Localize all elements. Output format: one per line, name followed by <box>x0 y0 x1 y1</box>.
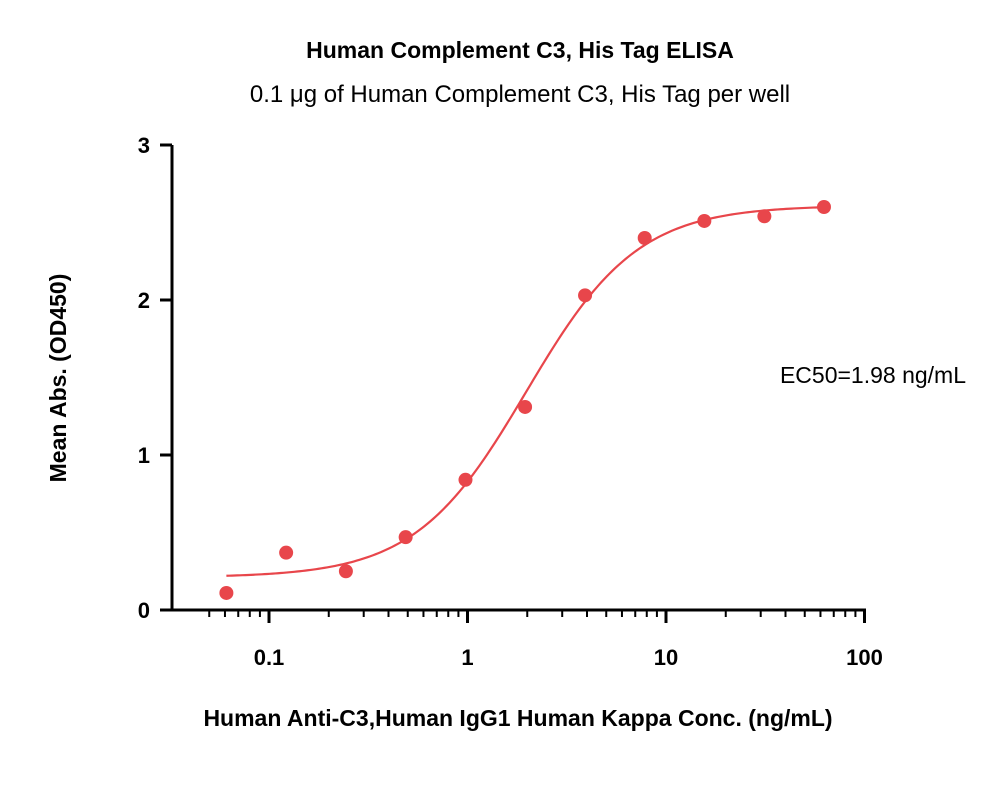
chart-title: Human Complement C3, His Tag ELISA <box>306 37 734 63</box>
x-tick-label: 100 <box>846 645 883 670</box>
fit-curve <box>226 206 825 577</box>
data-point <box>578 288 593 303</box>
ec50-annotation: EC50=1.98 ng/mL <box>780 362 966 388</box>
y-tick-label: 3 <box>138 133 150 158</box>
data-point <box>637 231 652 245</box>
y-tick-label: 0 <box>138 598 150 623</box>
y-axis-title: Mean Abs. (OD450) <box>45 274 71 483</box>
data-point <box>338 564 353 579</box>
x-minor-ticks <box>208 610 857 617</box>
x-tick-label: 10 <box>654 645 678 670</box>
x-tick-label: 1 <box>461 645 473 670</box>
chart-subtitle: 0.1 μg of Human Complement C3, His Tag p… <box>250 81 790 108</box>
x-tick-label: 0.1 <box>254 645 285 670</box>
data-point <box>219 585 234 600</box>
x-ticks: 0.1 1 10 100 <box>254 610 883 670</box>
data-point <box>757 209 772 224</box>
x-axis-title: Human Anti-C3,Human IgG1 Human Kappa Con… <box>203 705 832 731</box>
data-points <box>219 200 831 600</box>
data-point <box>279 545 294 560</box>
y-tick-label: 1 <box>138 443 150 468</box>
data-point <box>458 472 473 487</box>
y-ticks: 0 1 2 3 <box>138 133 172 623</box>
data-point <box>816 200 831 214</box>
data-point <box>398 530 413 545</box>
y-tick-label: 2 <box>138 288 150 313</box>
data-point <box>518 399 533 414</box>
data-point <box>697 213 712 228</box>
